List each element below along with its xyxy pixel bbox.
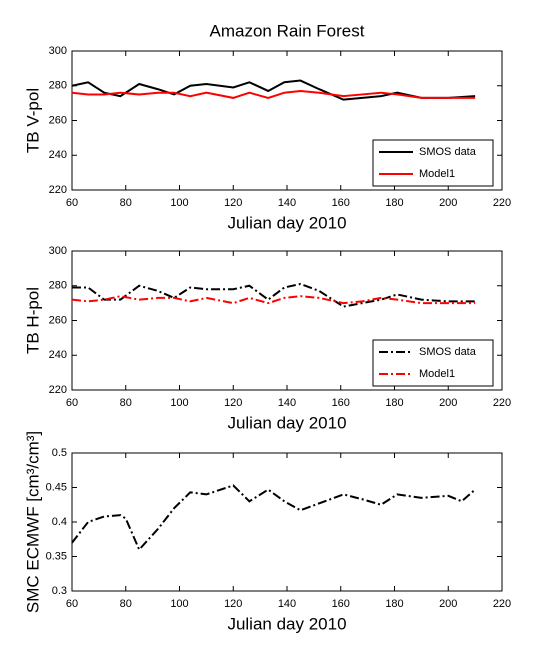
series-line xyxy=(71,295,476,305)
x-tick-label: 120 xyxy=(224,197,242,209)
legend-label: SMOS data xyxy=(419,346,477,358)
y-tick-label: 0.5 xyxy=(52,447,67,459)
x-tick-label: 220 xyxy=(493,397,511,409)
x-tick-label: 200 xyxy=(439,397,457,409)
y-tick-label: 220 xyxy=(49,184,67,196)
y-tick-label: 240 xyxy=(49,349,67,361)
x-tick-label: 140 xyxy=(278,598,296,610)
legend-label: Model1 xyxy=(419,168,455,180)
y-tick-label: 260 xyxy=(49,114,67,126)
x-axis-label: Julian day 2010 xyxy=(227,213,346,232)
y-tick-label: 0.45 xyxy=(46,481,67,493)
y-tick-label: 260 xyxy=(49,314,67,326)
chart-title: Amazon Rain Forest xyxy=(210,21,365,40)
y-tick-label: 300 xyxy=(49,245,67,257)
x-tick-label: 120 xyxy=(224,397,242,409)
x-tick-label: 100 xyxy=(170,197,188,209)
x-axis-label: Julian day 2010 xyxy=(227,614,346,633)
x-tick-label: 160 xyxy=(332,197,350,209)
y-tick-label: 280 xyxy=(49,80,67,92)
y-axis-label: TB H-pol xyxy=(23,287,42,354)
x-tick-label: 80 xyxy=(120,197,132,209)
x-tick-label: 100 xyxy=(170,598,188,610)
x-tick-label: 200 xyxy=(439,598,457,610)
y-tick-label: 0.4 xyxy=(52,516,67,528)
x-tick-label: 80 xyxy=(120,397,132,409)
y-tick-label: 0.35 xyxy=(46,550,67,562)
x-tick-label: 160 xyxy=(332,397,350,409)
x-tick-label: 160 xyxy=(332,598,350,610)
legend-label: Model1 xyxy=(419,368,455,380)
y-tick-label: 300 xyxy=(49,45,67,57)
y-tick-label: 220 xyxy=(49,384,67,396)
y-axis-label: TB V-pol xyxy=(23,88,42,153)
x-tick-label: 220 xyxy=(493,197,511,209)
x-tick-label: 60 xyxy=(66,197,78,209)
x-tick-label: 200 xyxy=(439,197,457,209)
series-line xyxy=(71,484,476,552)
plot-area xyxy=(71,452,503,592)
series-line xyxy=(71,89,476,99)
x-tick-label: 220 xyxy=(493,598,511,610)
x-tick-label: 60 xyxy=(66,397,78,409)
x-tick-label: 140 xyxy=(278,397,296,409)
y-tick-label: 280 xyxy=(49,280,67,292)
x-tick-label: 120 xyxy=(224,598,242,610)
x-tick-label: 180 xyxy=(385,197,403,209)
x-tick-label: 140 xyxy=(278,197,296,209)
x-tick-label: 100 xyxy=(170,397,188,409)
x-axis-label: Julian day 2010 xyxy=(227,413,346,432)
y-tick-label: 240 xyxy=(49,149,67,161)
legend-box xyxy=(372,339,494,387)
y-axis-label: SMC ECMWF [cm³/cm³] xyxy=(23,431,42,613)
series-line xyxy=(72,282,476,308)
x-tick-label: 180 xyxy=(385,397,403,409)
x-tick-label: 180 xyxy=(385,598,403,610)
legend-label: SMOS data xyxy=(419,146,477,158)
y-tick-label: 0.3 xyxy=(52,585,67,597)
legend-box xyxy=(372,139,494,187)
x-tick-label: 60 xyxy=(66,598,78,610)
x-tick-label: 80 xyxy=(120,598,132,610)
